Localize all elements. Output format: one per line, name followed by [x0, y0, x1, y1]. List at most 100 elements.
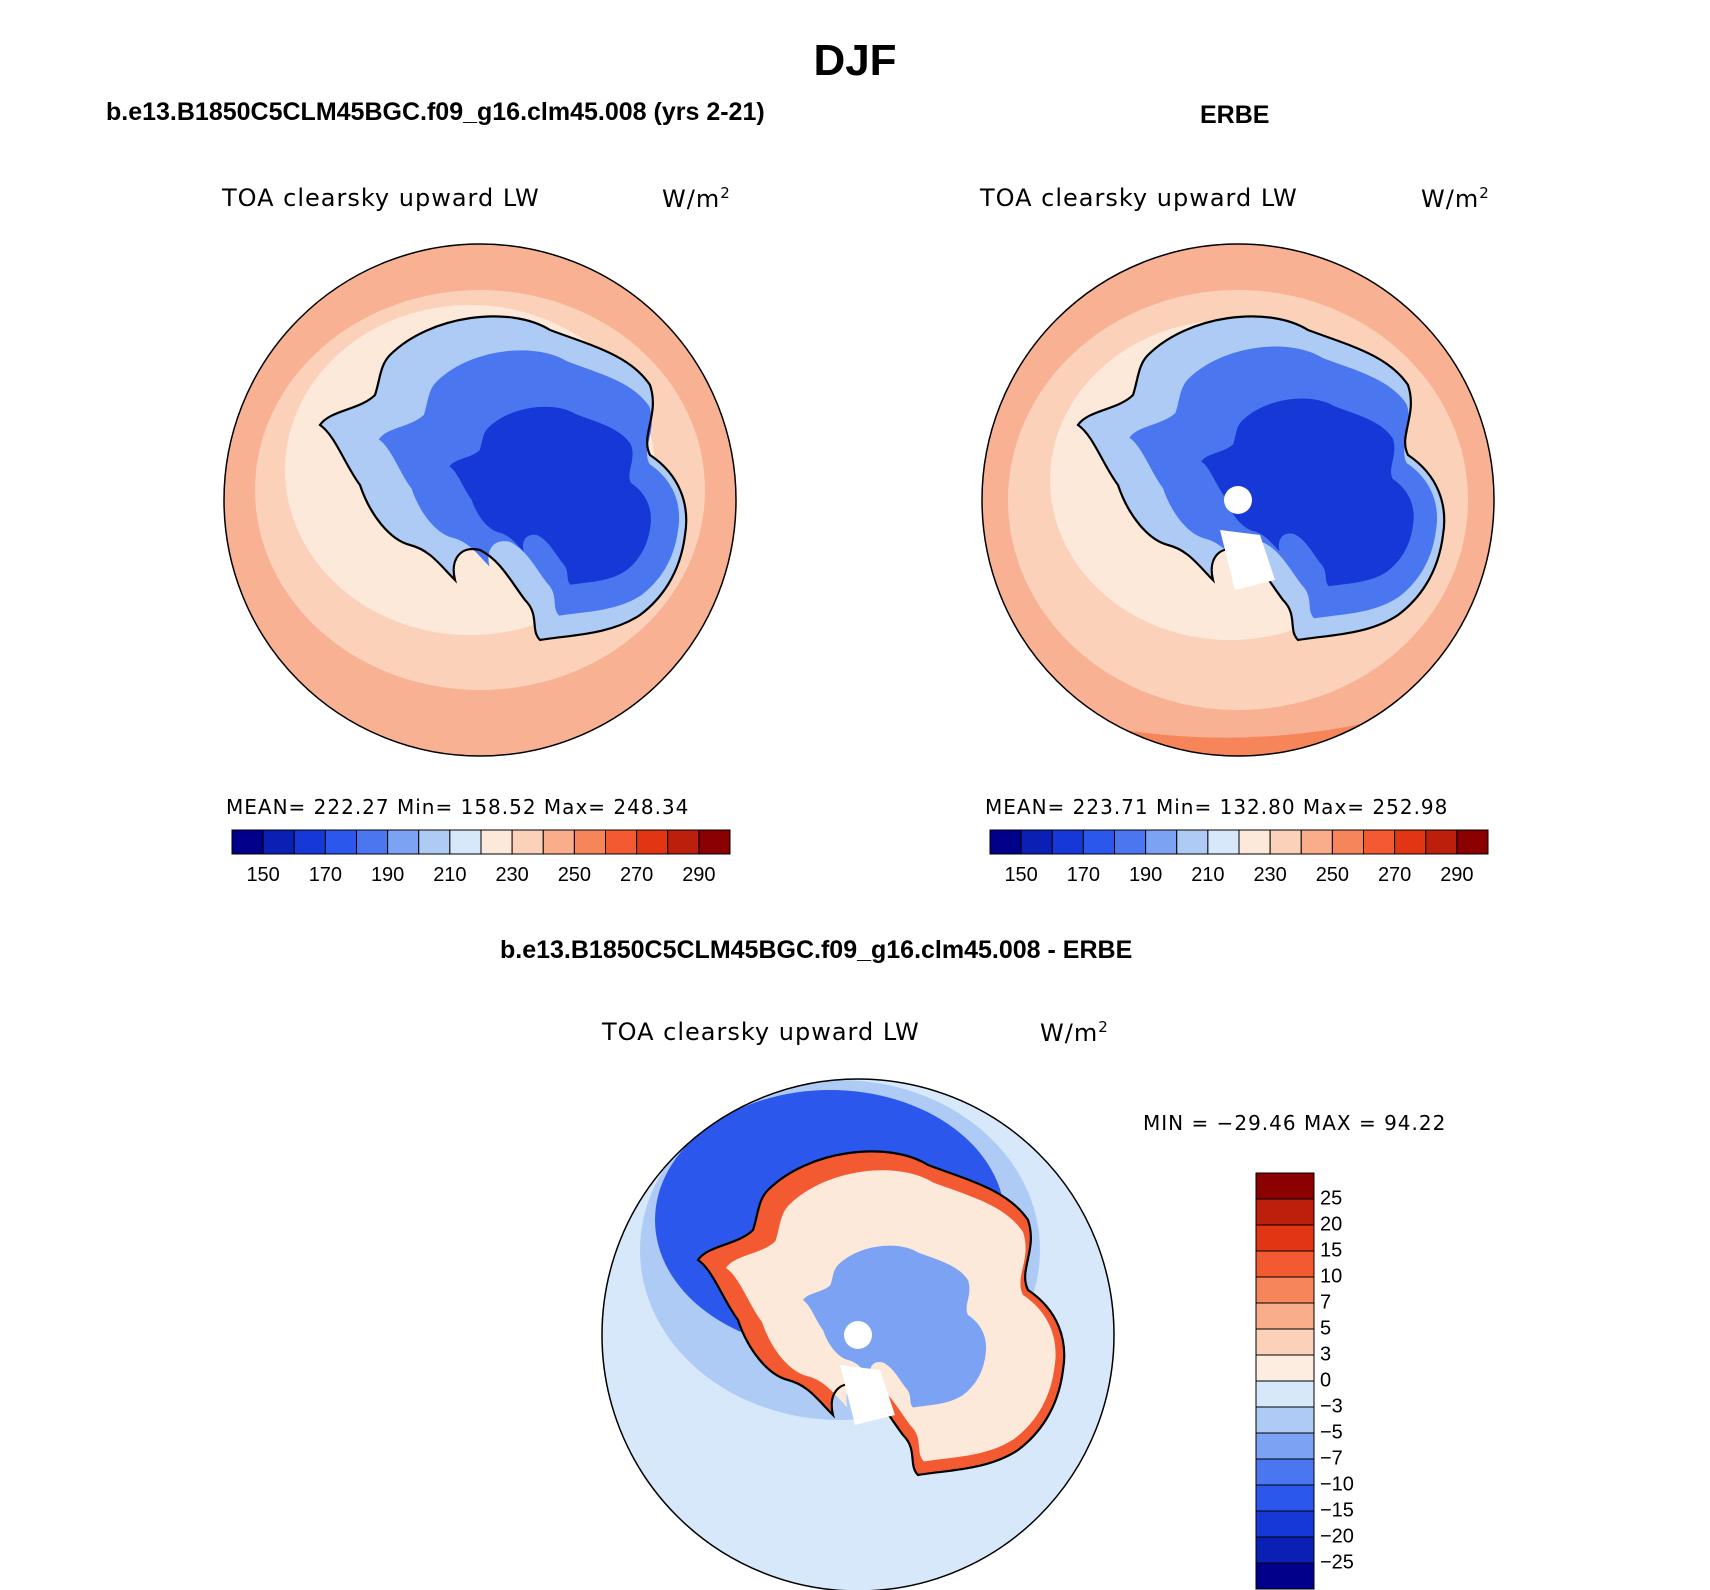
diff-colorbar-cell — [1255, 1562, 1315, 1590]
diff-colorbar-cell — [1255, 1432, 1315, 1460]
model-colorbar-cell — [324, 829, 357, 855]
erbe-colorbar-tick-label: 170 — [1066, 864, 1101, 886]
diff-colorbar-cell — [1255, 1510, 1315, 1538]
panel-diff-heading: b.e13.B1850C5CLM45BGC.f09_g16.clm45.008 … — [500, 936, 1133, 964]
diff-colorbar-cell — [1255, 1224, 1315, 1252]
model-colorbar-tick-label: 210 — [433, 864, 467, 886]
erbe-missing-data — [1220, 530, 1275, 590]
model-colorbar-tick-label: 230 — [495, 864, 529, 886]
erbe-colorbar — [989, 829, 1489, 855]
diff-colorbar-cell — [1255, 1484, 1315, 1512]
model-colorbar-cell — [262, 829, 295, 855]
erbe-colorbar-cell — [1331, 829, 1364, 855]
panel-model-heading: b.e13.B1850C5CLM45BGC.f09_g16.clm45.008 … — [106, 98, 765, 126]
diff-colorbar-tick-label: 20 — [1320, 1213, 1343, 1236]
model-colorbar-cell — [573, 829, 606, 855]
panel-erbe-heading: ERBE — [1200, 101, 1270, 129]
erbe-colorbar-cell — [1238, 829, 1271, 855]
model-colorbar-tick-label: 250 — [557, 864, 592, 886]
model-colorbar-cell — [449, 829, 482, 855]
diff-colorbar-cell — [1255, 1250, 1315, 1278]
diff-colorbar-tick-label: −3 — [1320, 1395, 1343, 1418]
erbe-colorbar-tick-label: 230 — [1253, 864, 1287, 886]
erbe-colorbar-cell — [1082, 829, 1115, 855]
erbe-colorbar-cell — [1363, 829, 1396, 855]
map-difference — [601, 1078, 1115, 1590]
model-colorbar-tick-label: 270 — [619, 864, 654, 886]
model-colorbar-cell — [231, 829, 264, 855]
diff-colorbar — [1255, 1172, 1315, 1590]
map-erbe — [981, 243, 1495, 757]
model-colorbar — [231, 829, 731, 855]
diff-colorbar-cell — [1255, 1172, 1315, 1200]
diff-colorbar-tick-label: −25 — [1320, 1551, 1354, 1574]
diff-colorbar-tick-label: 7 — [1320, 1291, 1332, 1314]
diff-colorbar-ticks: 25 20 15 10 7 5 3 0 −3 −5 −7 −10 −15 −20 −25 — [1320, 0, 1400, 1590]
model-colorbar-cell — [480, 829, 513, 855]
model-stats: MEAN= 222.27 Min= 158.52 Max= 248.34 — [226, 795, 690, 819]
diff-units-label: W/m2 — [1040, 1018, 1109, 1047]
model-colorbar-cell — [605, 829, 638, 855]
diff-colorbar-tick-label: 3 — [1320, 1343, 1332, 1366]
diff-colorbar-cell — [1255, 1458, 1315, 1486]
erbe-colorbar-cell — [1425, 829, 1458, 855]
diff-variable-label: TOA clearsky upward LW — [602, 1018, 920, 1046]
erbe-colorbar-tick-label: 210 — [1191, 864, 1225, 886]
diff-colorbar-cell — [1255, 1276, 1315, 1304]
erbe-pole-hole — [1224, 486, 1252, 514]
erbe-colorbar-cell — [1145, 829, 1178, 855]
diff-colorbar-cell — [1255, 1380, 1315, 1408]
diff-pole-hole — [844, 1321, 872, 1349]
model-colorbar-cell — [667, 829, 700, 855]
model-colorbar-ticks: 150 170 190 210 230 250 270 290 — [0, 864, 1710, 894]
erbe-colorbar-cell — [1269, 829, 1302, 855]
erbe-boundary — [981, 243, 1495, 757]
model-units-label: W/m2 — [662, 184, 731, 213]
diff-boundary — [601, 1078, 1115, 1590]
model-colorbar-tick-label: 190 — [370, 864, 405, 886]
erbe-variable-label: TOA clearsky upward LW — [980, 184, 1298, 212]
diff-colorbar-cell — [1255, 1328, 1315, 1356]
erbe-colorbar-ticks: 150 170 190 210 230 250 270 290 — [0, 864, 1710, 894]
erbe-colorbar-tick-label: 250 — [1315, 864, 1350, 886]
erbe-colorbar-cell — [1300, 829, 1333, 855]
diff-colorbar-tick-label: 15 — [1320, 1239, 1343, 1262]
erbe-colorbar-tick-label: 150 — [1004, 864, 1038, 886]
erbe-colorbar-cell — [1176, 829, 1209, 855]
diff-colorbar-tick-label: 25 — [1320, 1187, 1343, 1210]
model-colorbar-cell — [542, 829, 575, 855]
model-variable-label: TOA clearsky upward LW — [222, 184, 540, 212]
model-colorbar-cell — [356, 829, 389, 855]
erbe-colorbar-tick-label: 290 — [1440, 864, 1474, 886]
model-colorbar-tick-label: 170 — [308, 864, 343, 886]
diff-colorbar-tick-label: −5 — [1320, 1421, 1343, 1444]
model-colorbar-cell — [418, 829, 451, 855]
model-colorbar-tick-label: 150 — [246, 864, 280, 886]
diff-colorbar-cell — [1255, 1302, 1315, 1330]
erbe-units-label: W/m2 — [1421, 184, 1490, 213]
erbe-colorbar-cell — [1114, 829, 1147, 855]
diff-colorbar-tick-label: −15 — [1320, 1499, 1354, 1522]
model-colorbar-cell — [293, 829, 326, 855]
erbe-colorbar-cell — [1456, 829, 1489, 855]
erbe-colorbar-cell — [989, 829, 1022, 855]
erbe-stats: MEAN= 223.71 Min= 132.80 Max= 252.98 — [985, 795, 1449, 819]
diff-stats: MIN = −29.46 MAX = 94.22 — [1143, 1111, 1447, 1135]
diff-missing-data — [840, 1365, 895, 1425]
model-colorbar-cell — [387, 829, 420, 855]
model-colorbar-cell — [511, 829, 544, 855]
diff-colorbar-tick-label: 10 — [1320, 1265, 1343, 1288]
diff-colorbar-cell — [1255, 1198, 1315, 1226]
model-colorbar-cell — [636, 829, 669, 855]
model-colorbar-tick-label: 290 — [682, 864, 716, 886]
diff-colorbar-cell — [1255, 1354, 1315, 1382]
diff-colorbar-cell — [1255, 1536, 1315, 1564]
diff-colorbar-tick-label: −20 — [1320, 1525, 1354, 1548]
erbe-colorbar-tick-label: 270 — [1377, 864, 1412, 886]
diff-colorbar-tick-label: −10 — [1320, 1473, 1354, 1496]
diff-colorbar-tick-label: 0 — [1320, 1369, 1332, 1392]
diff-colorbar-cell — [1255, 1406, 1315, 1434]
model-boundary — [223, 243, 737, 757]
diff-colorbar-tick-label: −7 — [1320, 1447, 1343, 1470]
diff-colorbar-tick-label: 5 — [1320, 1317, 1332, 1340]
